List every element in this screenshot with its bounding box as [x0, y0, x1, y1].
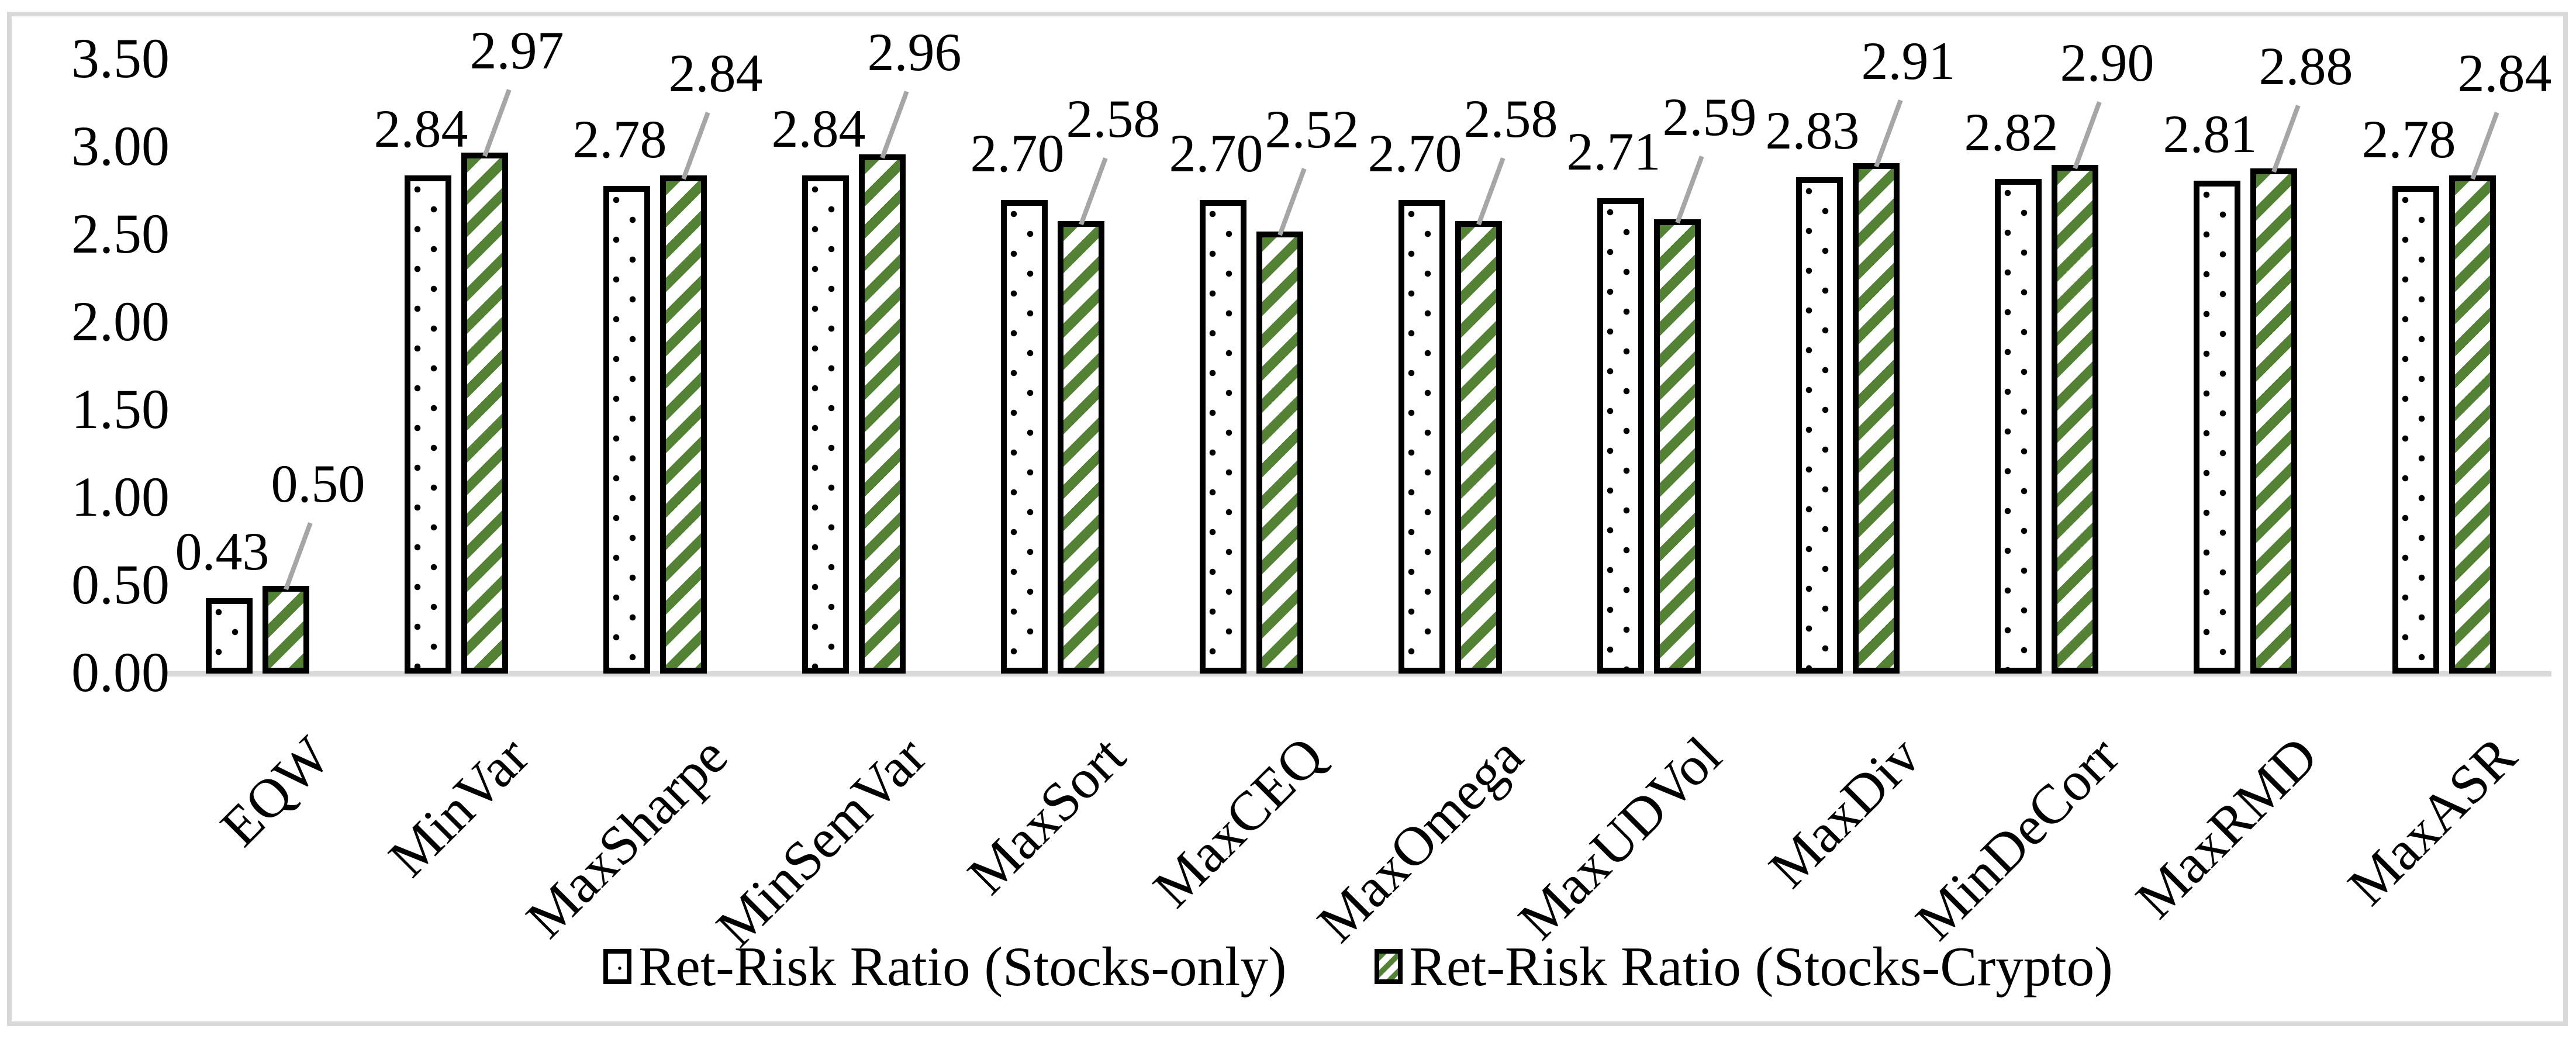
- bar-stocks-only-MaxDiv: [1796, 177, 1843, 674]
- legend-item-stocks-crypto: Ret-Risk Ratio (Stocks-Crypto): [1374, 934, 2113, 999]
- bar-stocks-only-MinSemVar: [802, 175, 849, 674]
- data-label-stocks-only: 2.84: [771, 99, 866, 158]
- bar-stocks-crypto-MaxCEQ: [1256, 232, 1303, 674]
- data-label-stocks-crypto: 2.59: [1662, 87, 1757, 147]
- y-axis-tick-label: 0.50: [71, 553, 170, 616]
- bar-stocks-crypto-MaxOmega: [1455, 221, 1502, 674]
- bar-stocks-crypto-MaxASR: [2449, 175, 2496, 674]
- bar-stocks-crypto-MinVar: [461, 153, 508, 674]
- y-axis-tick-label: 2.50: [71, 202, 170, 265]
- legend-label-stocks-crypto: Ret-Risk Ratio (Stocks-Crypto): [1409, 936, 2113, 997]
- bar-stocks-crypto-MinDeCorr: [2052, 165, 2098, 674]
- legend-item-stocks-only: Ret-Risk Ratio (Stocks-only): [603, 934, 1287, 999]
- y-axis-tick-label: 2.00: [71, 290, 170, 353]
- data-label-stocks-only: 2.70: [970, 123, 1065, 183]
- bar-stocks-crypto-MaxRMD: [2250, 168, 2297, 674]
- bar-stocks-only-MaxRMD: [2194, 181, 2240, 674]
- y-axis-tick-label: 0.00: [71, 641, 170, 703]
- data-label-stocks-crypto: 2.58: [1066, 89, 1161, 149]
- data-label-stocks-only: 2.78: [2361, 109, 2456, 169]
- legend-label-stocks-only: Ret-Risk Ratio (Stocks-only): [638, 936, 1287, 997]
- bar-stocks-only-MaxSharpe: [603, 186, 650, 674]
- data-label-stocks-crypto: 2.97: [469, 20, 564, 80]
- data-label-stocks-crypto: 2.88: [2259, 36, 2353, 96]
- x-axis-line: [163, 671, 2551, 676]
- legend-marker-dotted-icon: [603, 949, 632, 984]
- bar-stocks-only-MaxASR: [2392, 186, 2439, 674]
- data-label-stocks-only: 2.81: [2163, 104, 2257, 164]
- bar-stocks-crypto-MaxUDVol: [1654, 219, 1701, 674]
- legend: Ret-Risk Ratio (Stocks-only) Ret-Risk Ra…: [164, 934, 2553, 999]
- data-label-stocks-only: 2.78: [572, 109, 667, 169]
- legend-marker-striped-icon: [1374, 949, 1403, 984]
- data-label-stocks-only: 2.70: [1368, 123, 1462, 183]
- data-label-stocks-crypto: 2.84: [2457, 43, 2552, 103]
- bar-stocks-only-EQW: [206, 598, 253, 674]
- data-label-stocks-only: 2.70: [1169, 123, 1263, 183]
- data-label-stocks-only: 0.43: [175, 522, 270, 581]
- bar-stocks-only-MaxOmega: [1399, 200, 1445, 674]
- bar-stocks-crypto-EQW: [263, 586, 309, 674]
- y-axis-tick-label: 3.00: [71, 115, 170, 177]
- data-label-stocks-only: 2.82: [1964, 102, 2059, 162]
- bar-stocks-only-MinDeCorr: [1995, 179, 2042, 674]
- data-label-stocks-only: 2.83: [1765, 101, 1860, 160]
- data-label-stocks-only: 2.84: [374, 99, 468, 158]
- data-label-stocks-crypto: 2.58: [1463, 89, 1558, 149]
- data-label-stocks-crypto: 2.52: [1265, 99, 1359, 159]
- y-axis-tick-label: 3.50: [71, 27, 170, 89]
- data-label-stocks-crypto: 2.90: [2060, 33, 2154, 92]
- bar-stocks-crypto-MaxSort: [1058, 221, 1104, 674]
- y-axis-tick-label: 1.00: [71, 465, 170, 528]
- bar-stocks-crypto-MaxSharpe: [660, 175, 707, 674]
- bar-stocks-only-MinVar: [405, 175, 451, 674]
- y-axis-tick-label: 1.50: [71, 378, 170, 440]
- data-label-stocks-crypto: 2.84: [668, 43, 763, 103]
- data-label-stocks-crypto: 0.50: [271, 454, 365, 513]
- data-label-stocks-crypto: 2.96: [867, 22, 962, 82]
- bar-stocks-crypto-MinSemVar: [859, 154, 906, 674]
- data-label-stocks-only: 2.71: [1566, 122, 1661, 181]
- bar-stocks-only-MaxUDVol: [1597, 198, 1644, 674]
- bar-stocks-only-MaxSort: [1001, 200, 1048, 674]
- figure-frame: [7, 12, 2568, 1026]
- data-label-stocks-crypto: 2.91: [1861, 31, 1956, 91]
- bar-stocks-crypto-MaxDiv: [1853, 163, 1900, 674]
- bar-stocks-only-MaxCEQ: [1200, 200, 1246, 674]
